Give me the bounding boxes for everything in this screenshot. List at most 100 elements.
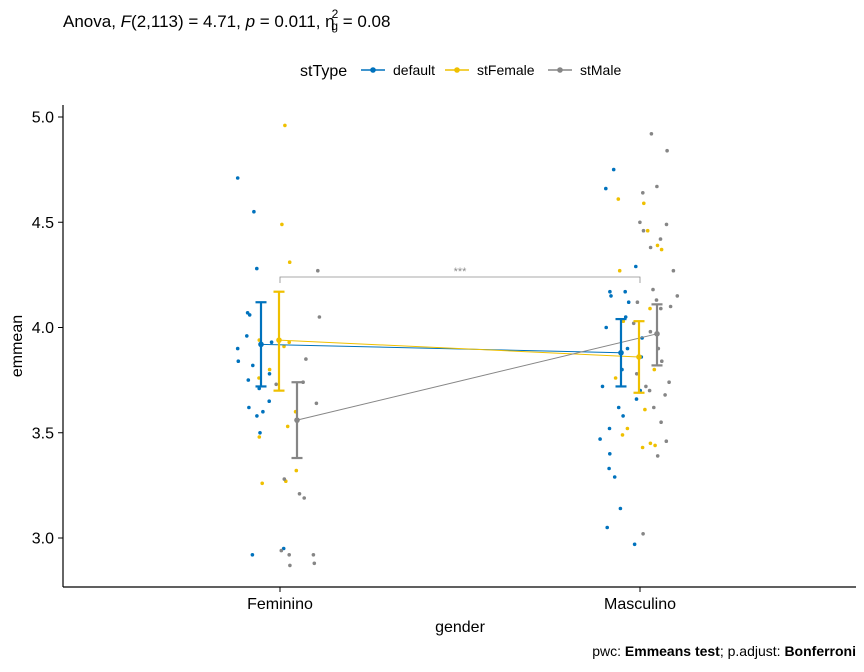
data-point-default — [598, 437, 602, 441]
data-point-stFemale — [640, 445, 645, 450]
data-point-stFemale — [653, 443, 657, 448]
data-point-stMale — [663, 393, 667, 397]
data-point-default — [236, 359, 241, 364]
legend-key-default-dot — [370, 67, 376, 73]
data-point-default — [608, 289, 612, 294]
data-point-stFemale — [257, 435, 262, 439]
data-point-default — [634, 264, 638, 269]
caption: pwc: Emmeans test; p.adjust: Bonferroni — [592, 643, 856, 659]
data-point-default — [612, 475, 617, 479]
data-point-stFemale — [280, 222, 284, 227]
data-point-stMale — [317, 315, 322, 319]
data-point-default — [235, 346, 240, 351]
data-point-stMale — [644, 384, 648, 389]
data-point-stFemale — [287, 340, 292, 345]
error-bars — [255, 290, 663, 460]
mean-points — [258, 331, 660, 423]
y-tick-label: 3.5 — [32, 425, 54, 442]
data-point-stMale — [638, 220, 642, 225]
data-point-default — [623, 315, 628, 319]
data-point-stFemale — [287, 260, 292, 265]
x-ticks: Feminino Masculino — [247, 587, 676, 613]
data-point-stMale — [311, 553, 316, 557]
data-point-stMale — [660, 359, 664, 364]
y-axis-title: emmean — [9, 315, 26, 377]
mean-point-stMale — [654, 331, 660, 337]
data-point-default — [611, 167, 616, 172]
data-point-default — [255, 414, 259, 418]
significance-line — [279, 276, 641, 283]
data-point-default — [626, 300, 631, 305]
data-point-stMale — [279, 548, 284, 553]
data-point-stFemale — [642, 201, 646, 206]
data-point-default — [247, 405, 251, 410]
legend-key-stfemale-dot — [454, 67, 460, 73]
data-point-default — [250, 553, 255, 557]
significance-bracket: *** — [279, 266, 641, 283]
data-point-stMale — [647, 388, 652, 393]
data-point-default — [625, 346, 630, 351]
data-point-stFemale — [285, 424, 290, 429]
data-point-stMale — [314, 401, 319, 406]
legend-title: stType — [300, 63, 347, 80]
data-point-stMale — [659, 306, 663, 311]
data-point-stMale — [649, 132, 654, 136]
data-point-default — [235, 176, 240, 180]
mean-point-stFemale — [276, 337, 282, 343]
data-point-stFemale — [621, 319, 626, 324]
data-point-default — [609, 294, 613, 298]
data-point-default — [600, 384, 605, 389]
data-point-stMale — [316, 268, 320, 273]
data-point-stFemale — [648, 306, 652, 311]
data-point-stFemale — [659, 247, 664, 252]
data-point-stMale — [648, 329, 653, 334]
data-point-stMale — [664, 222, 669, 227]
data-point-default — [245, 334, 249, 338]
data-point-stFemale — [655, 243, 660, 248]
data-point-default — [261, 409, 265, 414]
data-point-stMale — [304, 357, 308, 361]
y-tick-label: 3.0 — [32, 531, 54, 548]
legend-label-stfemale: stFemale — [477, 62, 535, 78]
data-point-stFemale — [645, 228, 650, 233]
data-point-default — [604, 186, 608, 191]
data-point-default — [616, 405, 621, 410]
data-point-default — [251, 363, 255, 368]
legend-label-default: default — [393, 62, 435, 78]
data-point-stMale — [631, 321, 636, 326]
legend: stType default stFemale stMale — [300, 62, 621, 80]
data-point-stFemale — [625, 426, 630, 431]
y-ticks: 3.0 3.5 4.0 4.5 5.0 — [32, 110, 63, 548]
data-point-stMale — [667, 380, 671, 385]
data-point-stMale — [641, 228, 646, 233]
significance-label: *** — [454, 266, 468, 278]
data-point-stMale — [641, 191, 645, 195]
data-point-default — [607, 426, 612, 431]
data-point-default — [605, 525, 609, 530]
data-point-stFemale — [282, 344, 286, 349]
data-point-default — [281, 546, 286, 551]
data-point-stFemale — [620, 433, 625, 437]
data-point-default — [246, 378, 251, 382]
data-point-stFemale — [613, 376, 618, 380]
series-line-stFemale — [278, 339, 640, 358]
data-point-stFemale — [616, 197, 621, 201]
data-point-default — [634, 397, 639, 401]
mean-point-stFemale — [636, 354, 642, 360]
x-tick-label: Feminino — [247, 596, 313, 613]
data-point-stMale — [274, 382, 279, 387]
data-point-default — [257, 386, 262, 391]
data-point-stMale — [641, 532, 645, 536]
data-point-default — [254, 266, 259, 271]
data-point-stMale — [297, 492, 302, 496]
data-point-stMale — [655, 454, 660, 458]
data-point-default — [258, 431, 262, 435]
data-point-default — [632, 542, 637, 547]
data-point-stMale — [652, 405, 656, 410]
data-point-stMale — [302, 496, 307, 500]
x-tick-label: Masculino — [604, 596, 676, 613]
legend-key-stmale-dot — [557, 67, 563, 73]
data-point-stMale — [648, 245, 653, 250]
data-point-stMale — [664, 439, 669, 444]
